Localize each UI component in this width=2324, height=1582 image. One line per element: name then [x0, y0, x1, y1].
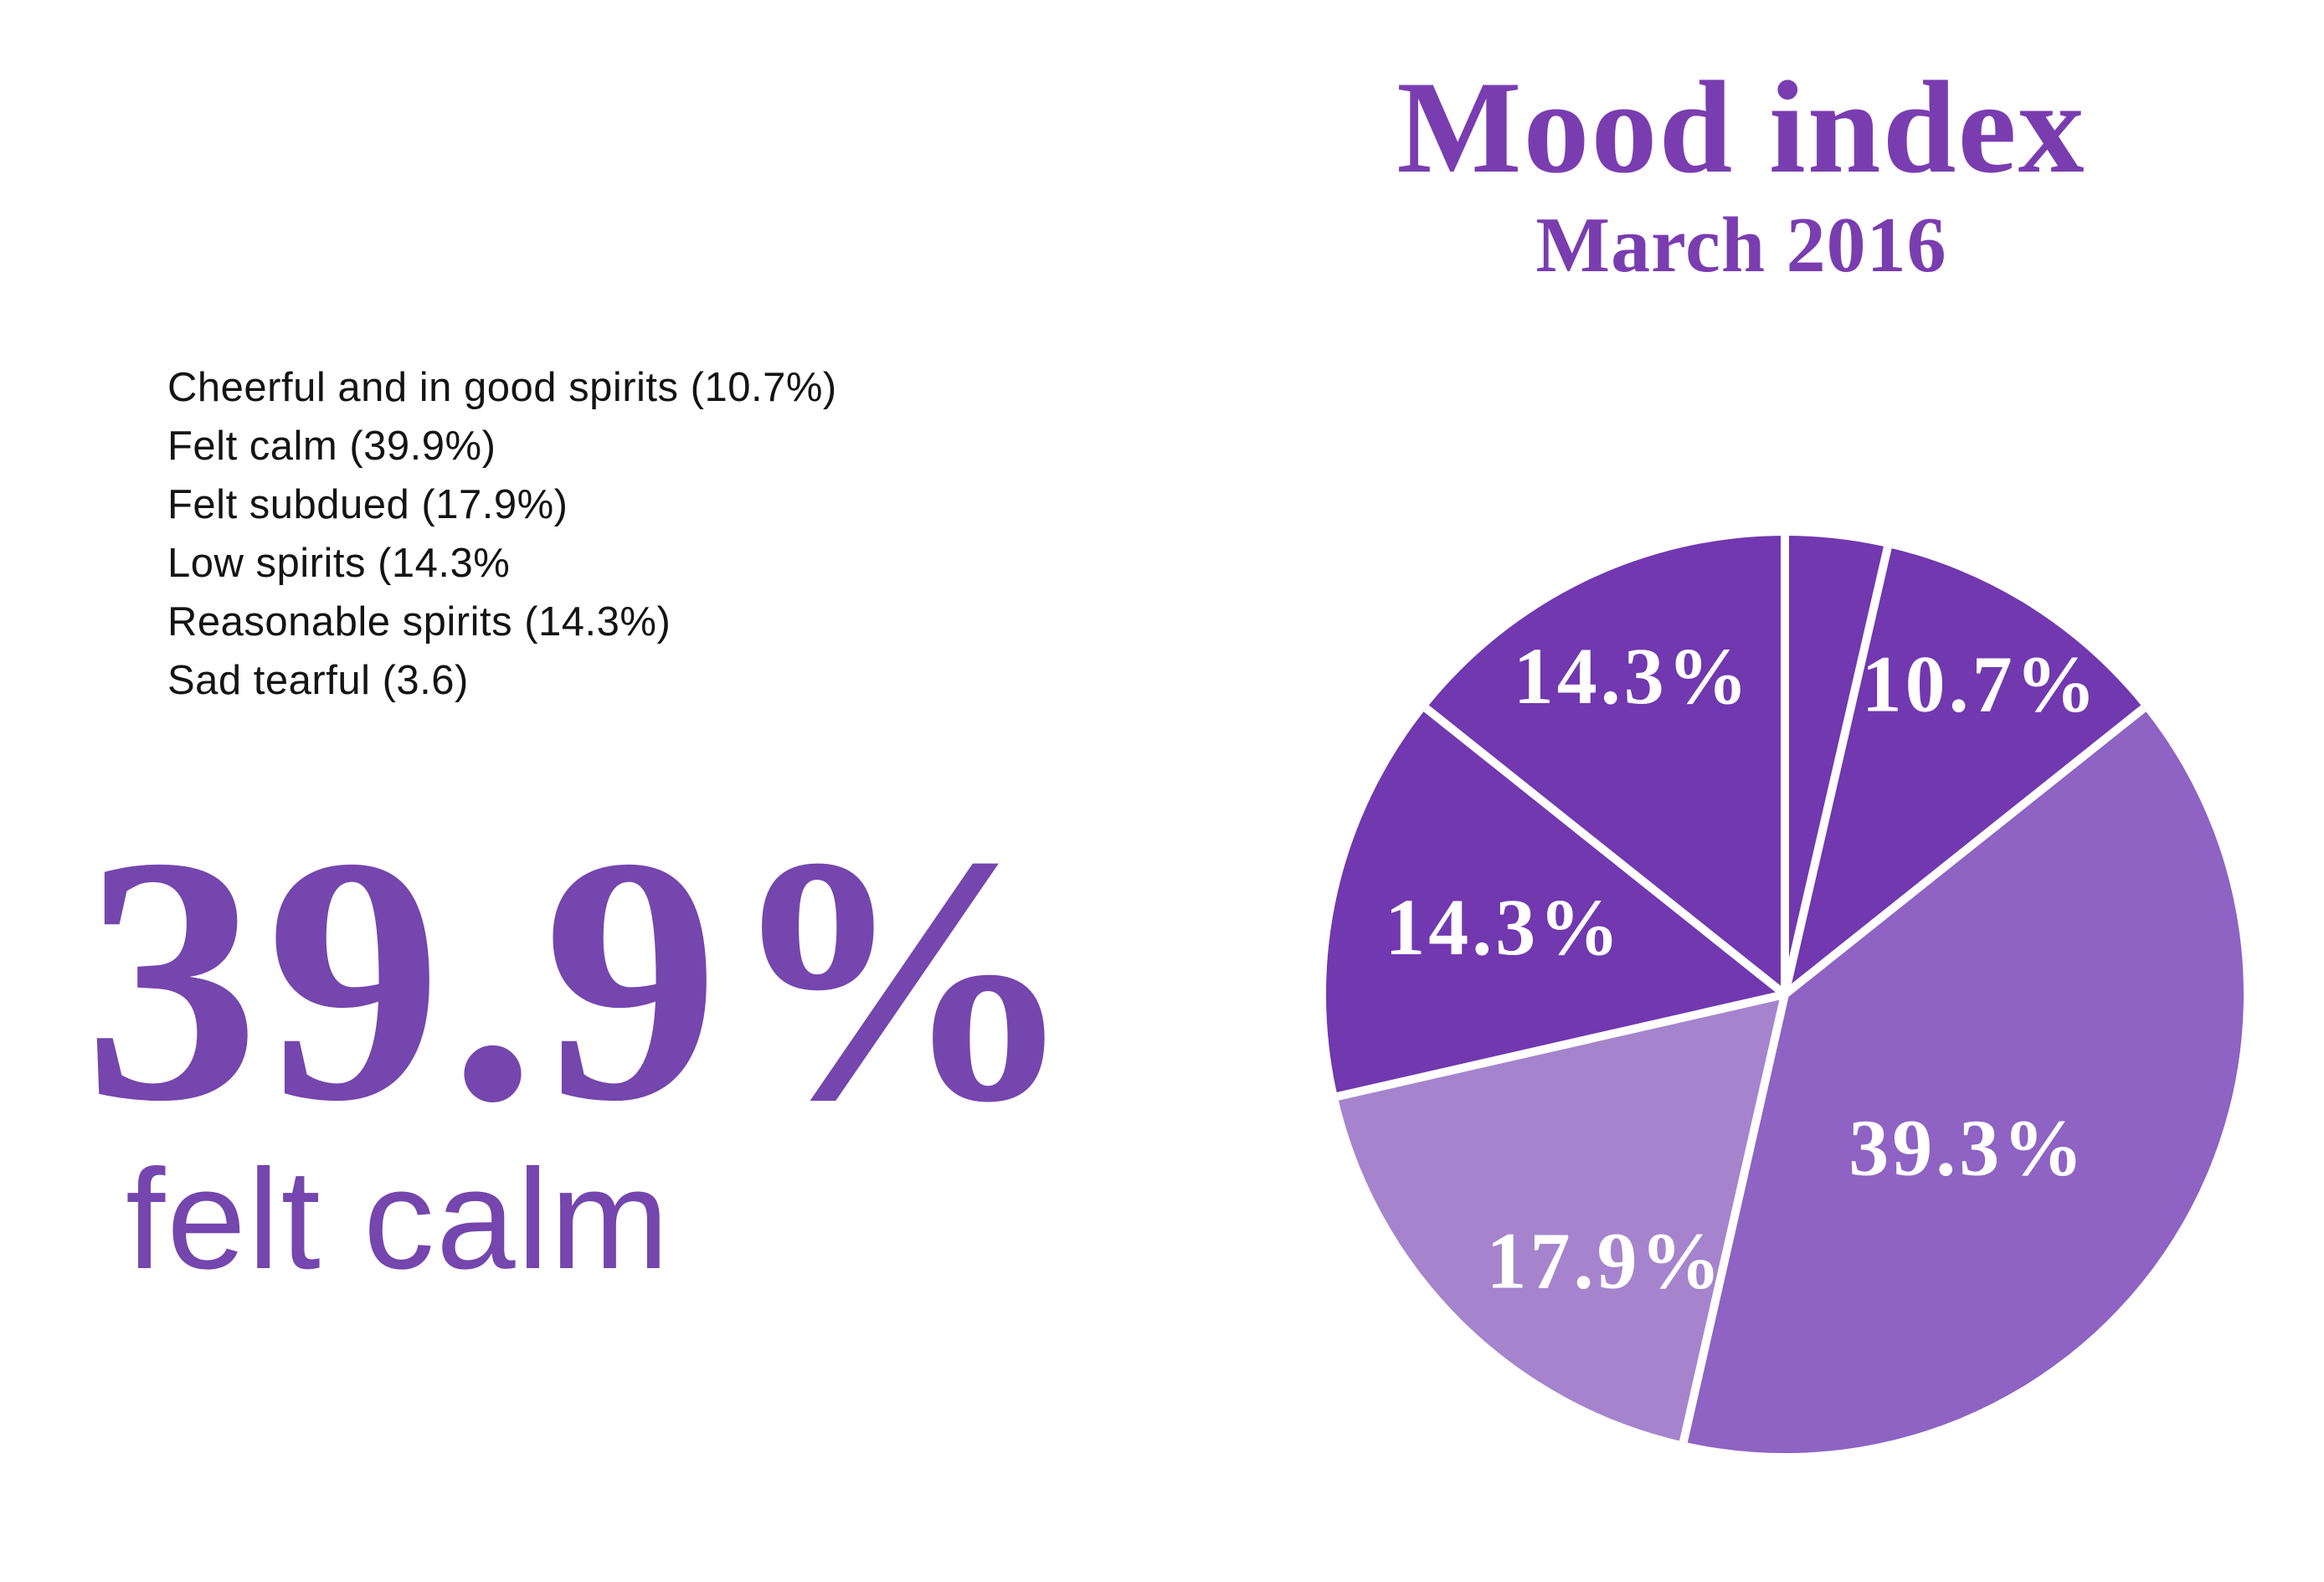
pie-slice-cheerful-and-in-good-spirits: [1785, 547, 2144, 994]
legend-item: Felt subdued (17.9%): [167, 482, 568, 527]
pie-slice-label: 39.3%: [1848, 1103, 2086, 1193]
pie-divider: [1336, 990, 1787, 1101]
pie-divider: [1679, 993, 1789, 1443]
chart-title: Mood index: [1396, 54, 2086, 201]
pie-slice-low-spirits: [1325, 708, 1785, 1097]
pie-divider: [1781, 546, 1892, 996]
pie-slice-label: 10.7%: [1862, 639, 2100, 729]
legend: Cheerful and in good spirits (10.7%) Felt…: [167, 358, 837, 710]
legend-item: Reasonable spirits (14.3%): [167, 599, 671, 645]
pie-slice-felt-subdued: [1337, 994, 1785, 1442]
pie-divider: [1782, 705, 2147, 998]
chart-subtitle: March 2016: [1535, 201, 1947, 289]
legend-item: Sad tearful (3.6): [167, 658, 469, 703]
pie-slice-felt-calm: [1683, 708, 2244, 1454]
callout-value: 39.9%: [84, 784, 1084, 1174]
legend-item: Cheerful and in good spirits (10.7%): [167, 365, 837, 410]
pie-slice-reasonable-spirits: [1426, 536, 1785, 994]
pie-slice-label: 14.3%: [1514, 631, 1751, 721]
legend-item: Low spirits (14.3%: [167, 541, 511, 586]
pie-divider: [1423, 705, 1788, 998]
callout-label: felt calm: [126, 1140, 671, 1299]
pie-chart: 10.7% 39.3% 17.9% 14.3% 14.3%: [1325, 536, 2244, 1454]
pie-slice-label: 14.3%: [1385, 882, 1622, 972]
title-block: Mood index March 2016: [1281, 59, 2202, 289]
pie-slice-label: 17.9%: [1487, 1216, 1725, 1306]
legend-item: Felt calm (39.9%): [167, 424, 496, 469]
